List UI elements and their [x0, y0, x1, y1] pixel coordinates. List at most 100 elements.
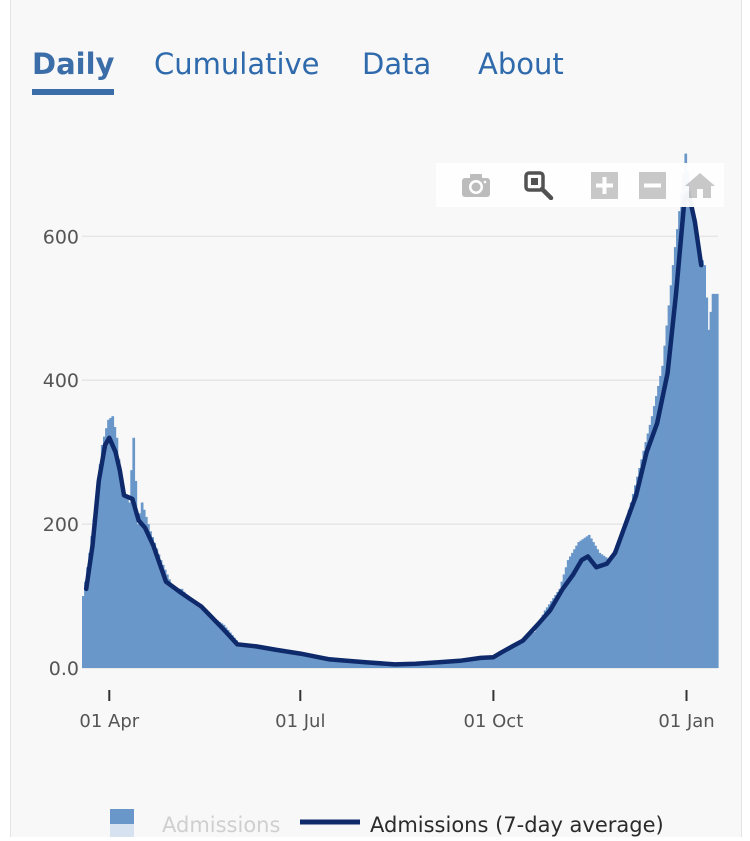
tab-cumulative[interactable]: Cumulative — [154, 44, 320, 84]
admissions-bar — [491, 657, 495, 668]
admissions-bar — [302, 653, 306, 668]
admissions-bar — [247, 644, 251, 668]
admissions-bar — [684, 153, 688, 669]
admissions-bar — [184, 594, 188, 668]
admissions-bar — [550, 601, 553, 668]
zoom-icon[interactable] — [523, 170, 555, 201]
y-tick-label: 400 — [43, 370, 79, 392]
admissions-bar — [606, 558, 610, 668]
admissions-bar — [220, 623, 224, 668]
admissions-bar — [107, 419, 110, 668]
admissions-bar — [495, 656, 499, 668]
chart-modebar — [436, 163, 724, 207]
admissions-bar — [275, 649, 278, 668]
admissions-bar — [575, 545, 578, 668]
tab-about[interactable]: About — [478, 44, 564, 84]
admissions-bar — [193, 604, 196, 668]
camera-icon[interactable] — [460, 170, 492, 200]
legend-admissions-label: Admissions — [162, 813, 280, 837]
admissions-bar — [615, 545, 618, 668]
admissions-bar — [197, 607, 201, 668]
y-tick-label: 200 — [43, 514, 79, 536]
admissions-bar — [359, 660, 362, 668]
admissions-bar — [134, 480, 138, 668]
zoom-in-icon[interactable] — [588, 170, 620, 200]
admissions-bar — [340, 658, 343, 668]
tab-cumulative-label: Cumulative — [154, 47, 320, 81]
admissions-bar — [659, 375, 662, 668]
admissions-bar — [547, 604, 551, 668]
admissions-bar — [623, 524, 627, 668]
admissions-bar — [304, 654, 308, 669]
admissions-bar — [434, 663, 438, 668]
tab-data[interactable]: Data — [362, 44, 431, 84]
admissions-bar — [697, 250, 700, 668]
admissions-bar — [189, 600, 192, 668]
admissions-bar — [682, 173, 686, 668]
admissions-bar — [713, 293, 717, 668]
admissions-bar — [199, 609, 203, 668]
admissions-bar — [520, 640, 524, 668]
admissions-bar — [268, 648, 272, 668]
admissions-bar — [472, 659, 476, 668]
admissions-bar — [273, 649, 276, 668]
admissions-bar — [117, 459, 121, 668]
admissions-bar — [506, 650, 509, 668]
admissions-bar — [585, 536, 589, 668]
admissions-bar — [661, 365, 665, 668]
admissions-bar — [338, 658, 341, 668]
admissions-bar — [701, 260, 704, 668]
admissions-bar — [436, 663, 440, 668]
admissions-bar — [554, 595, 557, 668]
admissions-bar — [560, 581, 564, 668]
admissions-bar — [279, 650, 283, 668]
admissions-bar — [449, 661, 453, 668]
admissions-bar — [344, 658, 348, 668]
y-tick-label: 600 — [43, 226, 79, 248]
admissions-bar — [216, 620, 220, 668]
admissions-bar — [130, 470, 133, 668]
admissions-bar — [671, 265, 675, 668]
admissions-bar — [417, 664, 421, 668]
admissions-bar — [252, 645, 255, 668]
admissions-bar — [100, 444, 104, 668]
admissions-bar — [157, 554, 161, 668]
admissions-bar — [163, 569, 167, 668]
tab-daily[interactable]: Daily — [32, 44, 115, 95]
home-icon[interactable] — [684, 170, 716, 200]
admissions-bar — [319, 655, 322, 668]
admissions-bar — [203, 611, 207, 668]
admissions-bar — [600, 554, 604, 668]
admissions-bar — [428, 663, 432, 668]
admissions-bar — [464, 660, 467, 668]
admissions-bar — [543, 610, 547, 668]
admissions-bar — [149, 531, 152, 668]
legend-admissions-swatch — [110, 809, 134, 824]
admissions-bar — [254, 646, 257, 668]
admissions-bar — [231, 635, 234, 668]
admissions-bar — [646, 433, 650, 668]
admissions-bar — [314, 655, 318, 668]
admissions-bar — [109, 417, 112, 668]
admissions-bar — [237, 642, 241, 668]
admissions-bar — [510, 647, 513, 668]
zoom-out-icon[interactable] — [636, 170, 668, 200]
admissions-bar — [298, 653, 301, 668]
admissions-bar — [631, 493, 635, 668]
admissions-bar — [617, 540, 620, 668]
admissions-bar — [88, 552, 91, 668]
x-tick-label: 01 Jul — [275, 711, 325, 732]
admissions-bar — [287, 651, 291, 668]
admissions-bar — [102, 436, 106, 668]
admissions-bar — [329, 657, 333, 668]
admissions-bar — [610, 555, 614, 668]
admissions-bar — [478, 659, 482, 668]
admissions-bar — [113, 426, 117, 668]
admissions-bar — [258, 646, 262, 668]
admissions-bar — [461, 660, 465, 668]
admissions-bar — [629, 502, 633, 668]
admissions-bar — [212, 617, 215, 668]
tab-daily-label: Daily — [32, 47, 115, 81]
admissions-bar — [241, 643, 245, 668]
admissions-bar — [564, 567, 568, 668]
